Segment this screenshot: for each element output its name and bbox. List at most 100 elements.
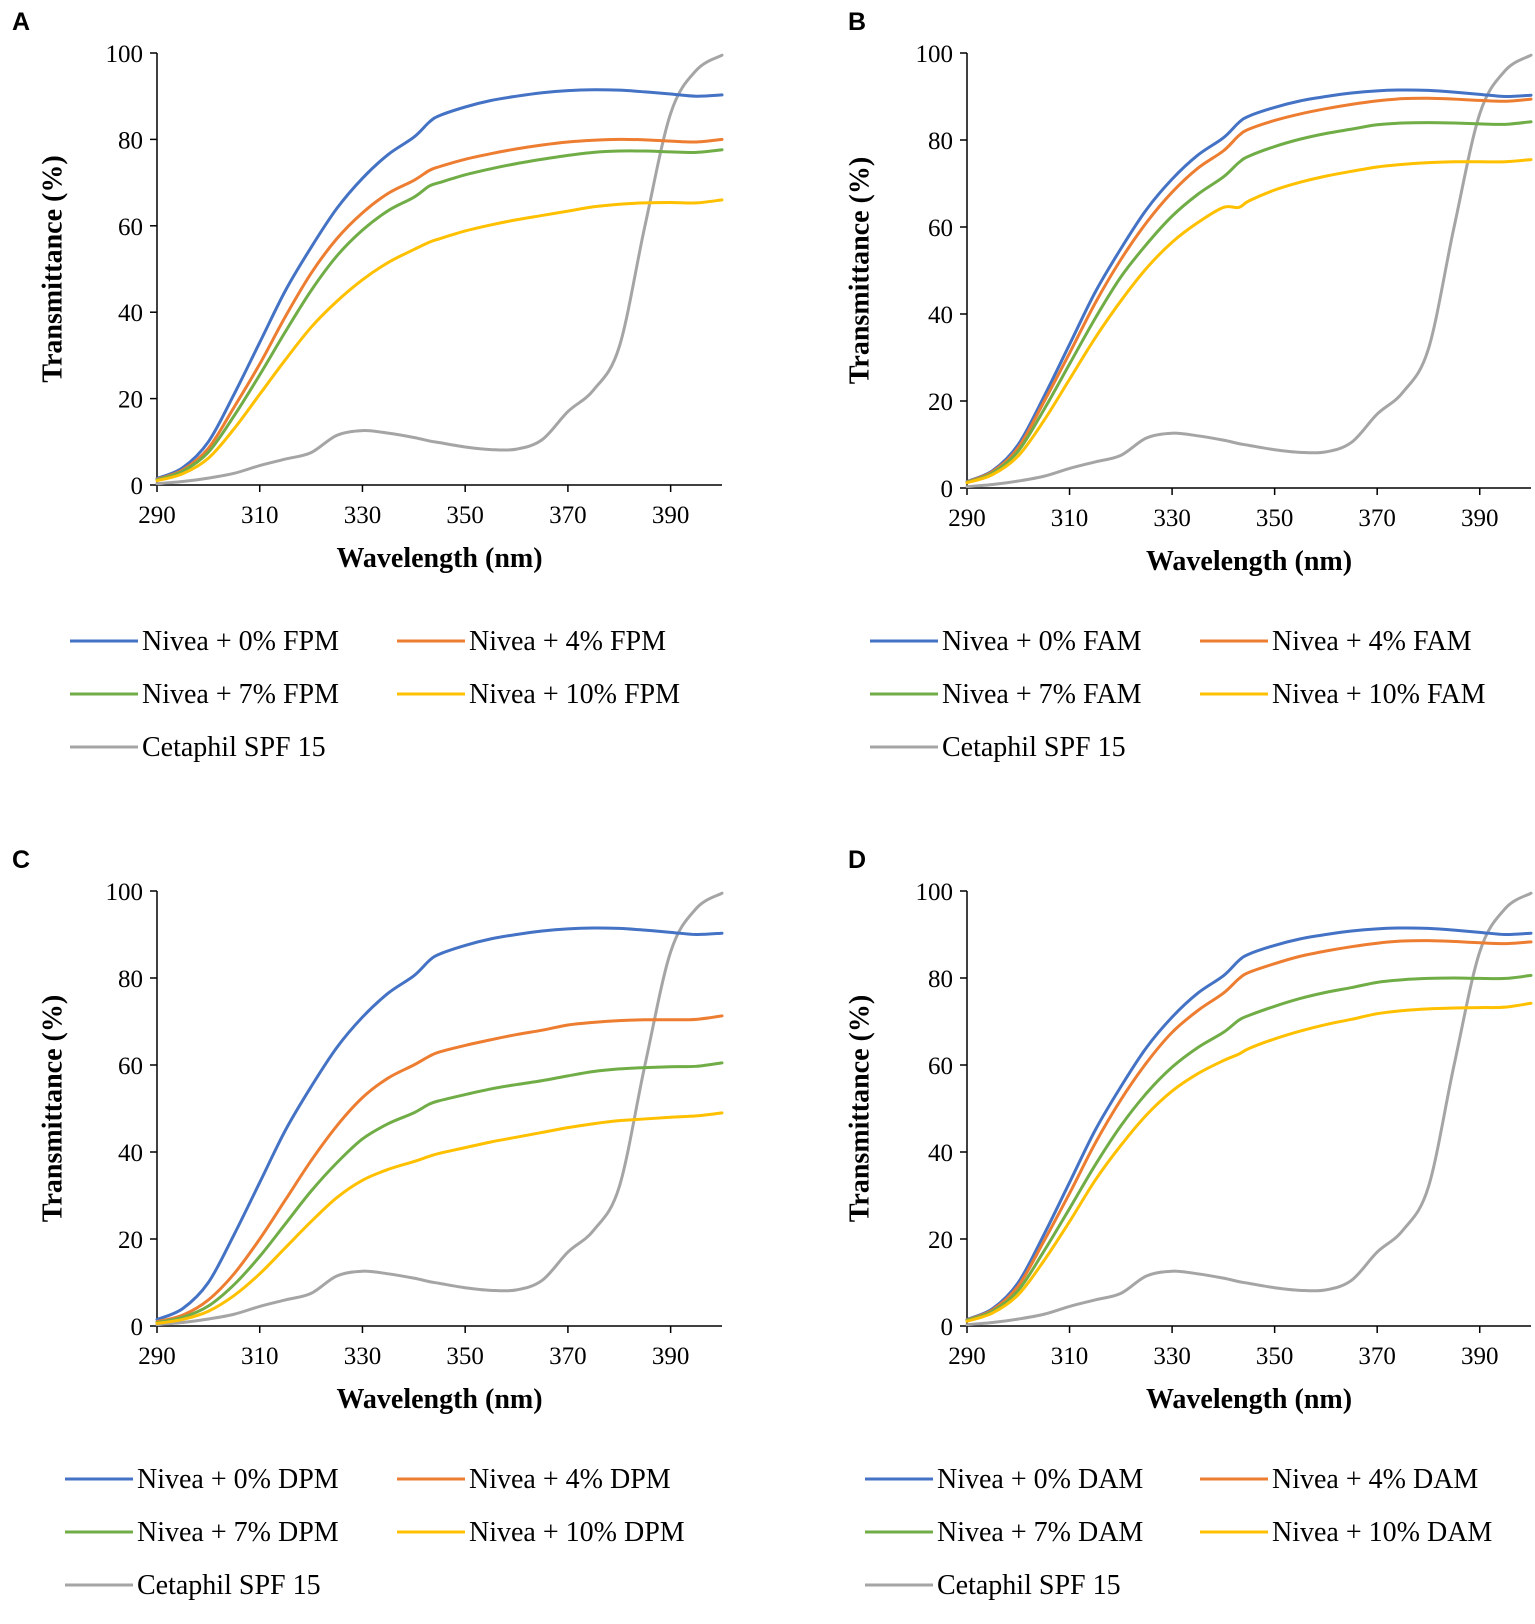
legend-item: Nivea + 10% FAM bbox=[1200, 679, 1486, 710]
series-line-nivea-7-dam bbox=[965, 973, 1533, 1322]
legend-item: Nivea + 0% DAM bbox=[865, 1464, 1143, 1495]
x-tick-label: 350 bbox=[446, 1343, 484, 1370]
legend-label: Nivea + 0% DPM bbox=[137, 1464, 339, 1495]
legend-item: Cetaphil SPF 15 bbox=[65, 1570, 321, 1601]
x-tick-label: 390 bbox=[652, 1343, 690, 1370]
legend-label: Nivea + 4% FAM bbox=[1272, 626, 1472, 657]
x-tick-label: 310 bbox=[241, 502, 279, 529]
panel-letter: C bbox=[12, 846, 30, 874]
legend-item: Nivea + 7% FPM bbox=[70, 679, 339, 710]
x-tick-label: 310 bbox=[1051, 505, 1089, 532]
series-line-nivea-7-fpm bbox=[155, 148, 724, 482]
x-axis-title: Wavelength (nm) bbox=[1146, 1384, 1352, 1415]
legend-label: Nivea + 7% FAM bbox=[942, 679, 1142, 710]
legend-item: Nivea + 0% FPM bbox=[70, 626, 339, 657]
y-axis-title: Transmittance (%) bbox=[844, 995, 875, 1222]
legend-item: Nivea + 7% DPM bbox=[65, 1517, 339, 1548]
y-axis-title: Transmittance (%) bbox=[37, 995, 68, 1222]
legend-label: Cetaphil SPF 15 bbox=[137, 1570, 321, 1601]
panel-letter: D bbox=[848, 846, 866, 874]
legend-label: Cetaphil SPF 15 bbox=[937, 1570, 1121, 1601]
series-line-cetaphil-spf-15 bbox=[155, 891, 724, 1327]
x-tick-label: 390 bbox=[652, 502, 690, 529]
legend-item: Nivea + 0% DPM bbox=[65, 1464, 339, 1495]
y-tick-label: 20 bbox=[118, 387, 143, 414]
chart-panel-a: A 0 20 40 60 80 100 290 310 330 350 370 390 Wavelengt… bbox=[12, 8, 724, 763]
panel-letter: B bbox=[848, 8, 866, 36]
x-tick-label: 330 bbox=[344, 502, 382, 529]
legend-label: Nivea + 4% DPM bbox=[469, 1464, 671, 1495]
legend-label: Nivea + 0% DAM bbox=[937, 1464, 1143, 1495]
y-tick-label: 40 bbox=[118, 1140, 143, 1167]
y-tick-label: 60 bbox=[928, 1053, 953, 1080]
series-line-nivea-10-dam bbox=[965, 1001, 1533, 1323]
legend-item: Nivea + 10% FPM bbox=[397, 679, 680, 710]
series-line-nivea-7-fam bbox=[965, 120, 1533, 484]
legend-label: Nivea + 7% DPM bbox=[137, 1517, 339, 1548]
x-tick-label: 350 bbox=[446, 502, 484, 529]
x-tick-label: 370 bbox=[1358, 1343, 1396, 1370]
series-line-nivea-4-fpm bbox=[155, 137, 724, 481]
legend-label: Nivea + 4% DAM bbox=[1272, 1464, 1478, 1495]
legend-label: Nivea + 0% FAM bbox=[942, 626, 1142, 657]
legend-item: Nivea + 4% FPM bbox=[397, 626, 666, 657]
legend-item: Nivea + 0% FAM bbox=[870, 626, 1142, 657]
y-tick-label: 40 bbox=[928, 302, 953, 329]
x-tick-label: 290 bbox=[948, 505, 986, 532]
series-line-cetaphil-spf-15 bbox=[155, 53, 724, 486]
y-tick-label: 60 bbox=[928, 215, 953, 242]
y-tick-label: 80 bbox=[118, 966, 143, 993]
legend-item: Nivea + 7% FAM bbox=[870, 679, 1142, 710]
legend-label: Nivea + 7% DAM bbox=[937, 1517, 1143, 1548]
x-tick-label: 290 bbox=[948, 1343, 986, 1370]
x-tick-label: 390 bbox=[1461, 505, 1499, 532]
legend-label: Nivea + 10% DAM bbox=[1272, 1517, 1492, 1548]
legend-item: Nivea + 4% DAM bbox=[1200, 1464, 1478, 1495]
chart-panel-c: C 0 20 40 60 80 100 290 310 330 350 370 390 Wavelengt… bbox=[12, 846, 724, 1601]
x-tick-label: 310 bbox=[1051, 1343, 1089, 1370]
legend-label: Nivea + 10% DPM bbox=[469, 1517, 685, 1548]
legend-label: Nivea + 7% FPM bbox=[142, 679, 339, 710]
y-tick-label: 40 bbox=[928, 1140, 953, 1167]
y-tick-label: 0 bbox=[131, 473, 144, 500]
legend-label: Cetaphil SPF 15 bbox=[142, 732, 326, 763]
y-axis-title: Transmittance (%) bbox=[37, 155, 68, 382]
series-line-nivea-4-fam bbox=[965, 96, 1533, 484]
y-tick-label: 0 bbox=[131, 1314, 144, 1341]
y-tick-label: 80 bbox=[928, 128, 953, 155]
x-tick-label: 370 bbox=[549, 1343, 587, 1370]
chart-panel-d: D 0 20 40 60 80 100 290 310 330 350 370 390 Wavelengt… bbox=[844, 846, 1533, 1601]
series-line-nivea-0-dam bbox=[965, 926, 1533, 1321]
x-tick-label: 290 bbox=[138, 502, 176, 529]
legend-label: Nivea + 4% FPM bbox=[469, 626, 666, 657]
legend-label: Cetaphil SPF 15 bbox=[942, 732, 1126, 763]
legend-label: Nivea + 10% FPM bbox=[469, 679, 680, 710]
chart-panel-b: B 0 20 40 60 80 100 290 310 330 350 370 390 Wavelengt… bbox=[844, 8, 1533, 763]
x-axis-title: Wavelength (nm) bbox=[1146, 546, 1352, 577]
y-tick-label: 80 bbox=[118, 127, 143, 154]
legend-item: Cetaphil SPF 15 bbox=[870, 732, 1126, 763]
legend-item: Nivea + 7% DAM bbox=[865, 1517, 1143, 1548]
series-line-nivea-0-fam bbox=[965, 88, 1533, 483]
y-tick-label: 40 bbox=[118, 300, 143, 327]
x-tick-label: 370 bbox=[1358, 505, 1396, 532]
x-tick-label: 330 bbox=[1153, 1343, 1191, 1370]
series-line-nivea-7-dpm bbox=[155, 1061, 724, 1325]
series-line-nivea-4-dam bbox=[965, 939, 1533, 1322]
y-tick-label: 100 bbox=[106, 879, 144, 906]
series-line-nivea-4-dpm bbox=[155, 1014, 724, 1324]
y-tick-label: 80 bbox=[928, 966, 953, 993]
series-line-nivea-0-dpm bbox=[155, 926, 724, 1321]
x-tick-label: 290 bbox=[138, 1343, 176, 1370]
x-tick-label: 350 bbox=[1256, 1343, 1294, 1370]
y-tick-label: 20 bbox=[928, 389, 953, 416]
y-tick-label: 20 bbox=[118, 1227, 143, 1254]
legend-item: Nivea + 10% DPM bbox=[397, 1517, 685, 1548]
series-line-nivea-10-fam bbox=[965, 158, 1533, 485]
y-tick-label: 60 bbox=[118, 1053, 143, 1080]
series-line-nivea-0-fpm bbox=[155, 88, 724, 481]
y-tick-label: 60 bbox=[118, 214, 143, 241]
series-line-cetaphil-spf-15 bbox=[965, 53, 1533, 489]
legend-item: Nivea + 4% FAM bbox=[1200, 626, 1472, 657]
